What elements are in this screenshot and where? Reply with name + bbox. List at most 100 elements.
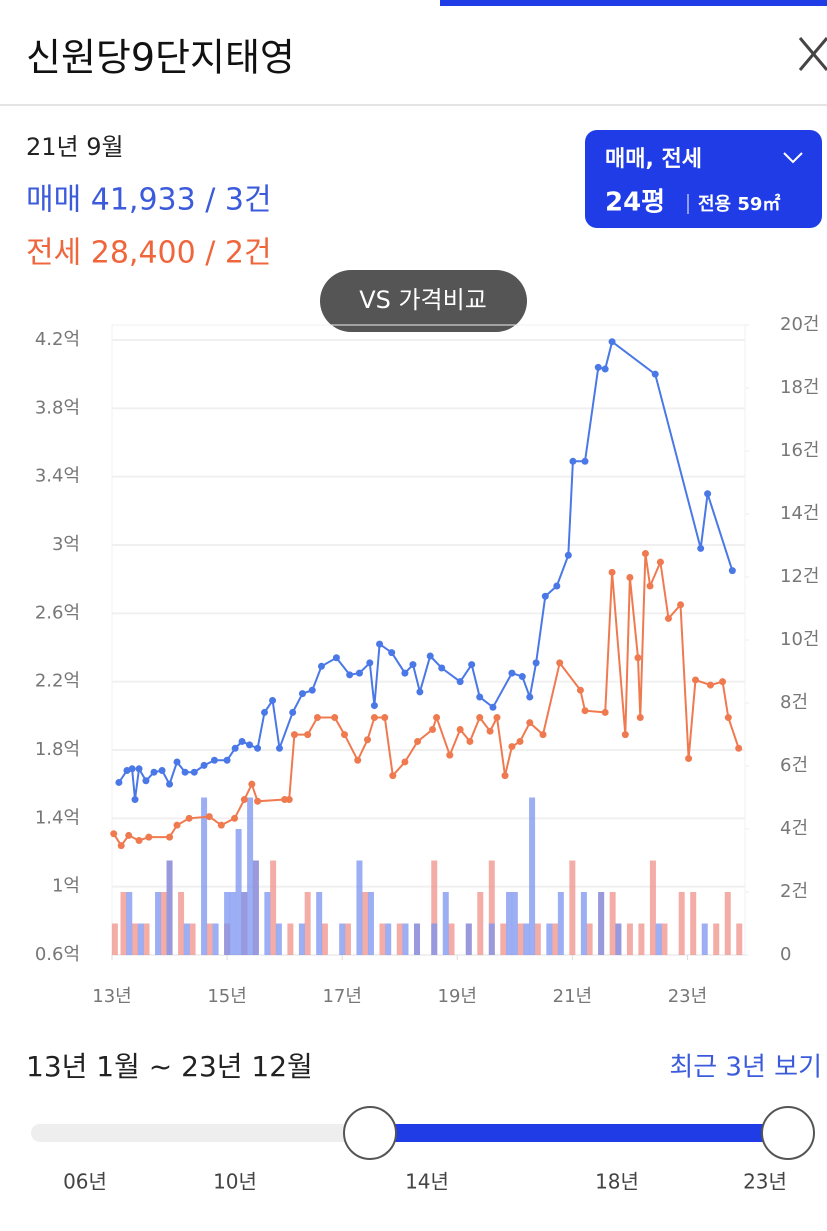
- volume-bar: [431, 923, 438, 955]
- y-tick-label: 1억: [52, 876, 80, 897]
- volume-bar: [362, 892, 369, 955]
- price-point: [173, 821, 181, 829]
- volume-bar: [736, 923, 743, 955]
- volume-bar: [270, 860, 277, 955]
- volume-bar: [264, 892, 271, 955]
- price-point: [285, 796, 293, 804]
- volume-bar: [241, 892, 248, 955]
- price-point: [254, 797, 262, 805]
- volume-bar: [626, 923, 633, 955]
- y-tick-label: 4.2억: [35, 329, 80, 350]
- y2-tick-label: 14건: [780, 503, 819, 524]
- compare-button[interactable]: VS 가격비교: [320, 270, 527, 332]
- price-point: [564, 551, 572, 559]
- price-point: [594, 363, 602, 371]
- price-point: [200, 761, 208, 769]
- y-tick-label: 1.8억: [35, 739, 80, 760]
- price-point: [217, 821, 225, 829]
- price-point: [110, 830, 118, 838]
- price-point: [569, 457, 577, 465]
- filter-button[interactable]: 매매, 전세 24평 전용 59㎡: [585, 130, 822, 228]
- volume-bar: [252, 860, 259, 955]
- price-point: [468, 661, 476, 669]
- price-point: [608, 338, 616, 346]
- price-point: [518, 673, 526, 681]
- volume-bar: [448, 923, 455, 955]
- slider-label: 06년: [63, 1170, 107, 1194]
- price-point: [366, 659, 374, 667]
- volume-bar: [385, 923, 392, 955]
- price-point: [476, 714, 484, 722]
- range-slider[interactable]: [31, 1106, 815, 1160]
- price-point: [706, 681, 714, 689]
- price-point: [656, 558, 664, 566]
- volume-bar: [247, 797, 254, 955]
- volume-bar: [155, 892, 162, 955]
- price-point: [601, 365, 609, 373]
- y-tick-label: 1.4억: [35, 807, 80, 828]
- volume-bar: [201, 797, 208, 955]
- volume-bar: [224, 892, 231, 955]
- volume-bar: [235, 829, 242, 955]
- volume-bar: [569, 860, 576, 955]
- volume-bar: [160, 892, 167, 955]
- price-line: [112, 553, 740, 848]
- price-point: [401, 758, 409, 766]
- volume-bar: [178, 892, 185, 955]
- volume-bar: [477, 892, 484, 955]
- volume-bar: [534, 923, 541, 955]
- price-point: [254, 744, 262, 752]
- y-tick-label: 3.8억: [35, 397, 80, 418]
- price-point: [697, 544, 705, 552]
- price-point: [664, 614, 672, 622]
- volume-bar: [339, 923, 346, 955]
- price-point: [489, 703, 497, 711]
- title: 신원당9단지태영: [26, 36, 295, 80]
- volume-bar: [120, 892, 127, 955]
- x-tick-label: 15년: [207, 986, 246, 1007]
- price-point: [135, 837, 143, 845]
- volume-bar: [166, 860, 173, 955]
- price-point: [414, 737, 422, 745]
- volume-bar: [546, 923, 553, 955]
- price-point: [677, 601, 685, 609]
- price-point: [704, 490, 712, 498]
- price-point: [719, 678, 727, 686]
- price-point: [142, 777, 150, 785]
- price-point: [539, 731, 547, 739]
- volume-bar: [206, 923, 213, 955]
- volume-bar: [511, 892, 518, 955]
- volume-bar: [356, 860, 363, 955]
- volume-bar: [111, 923, 118, 955]
- y2-tick-label: 10건: [780, 629, 819, 650]
- price-point: [646, 582, 654, 590]
- price-point: [231, 814, 239, 822]
- volume-bar: [500, 923, 507, 955]
- volume-bar: [724, 892, 731, 955]
- price-point: [125, 831, 133, 839]
- price-point: [389, 772, 397, 780]
- price-point: [621, 731, 629, 739]
- close-button[interactable]: [798, 37, 827, 71]
- volume-bar: [316, 892, 323, 955]
- price-point: [381, 714, 389, 722]
- y-tick-label: 2.2억: [35, 671, 80, 692]
- price-point: [248, 780, 256, 788]
- price-point: [476, 693, 484, 701]
- price-point: [446, 751, 454, 759]
- price-point: [426, 652, 434, 660]
- volume-bar: [344, 923, 351, 955]
- volume-bar: [229, 892, 236, 955]
- price-line: [118, 339, 734, 800]
- slider-label: 10년: [213, 1170, 257, 1194]
- recent-link[interactable]: 최근 3년 보기: [669, 1053, 822, 1083]
- volume-bar: [396, 923, 403, 955]
- price-point: [135, 765, 143, 773]
- volume-bar: [552, 923, 559, 955]
- volume-bar: [488, 923, 495, 955]
- price-point: [115, 778, 123, 786]
- price-point: [456, 678, 464, 686]
- range-text: 13년 1월 ~ 23년 12월: [26, 1050, 313, 1083]
- price-point: [429, 726, 437, 733]
- price-point: [526, 719, 534, 727]
